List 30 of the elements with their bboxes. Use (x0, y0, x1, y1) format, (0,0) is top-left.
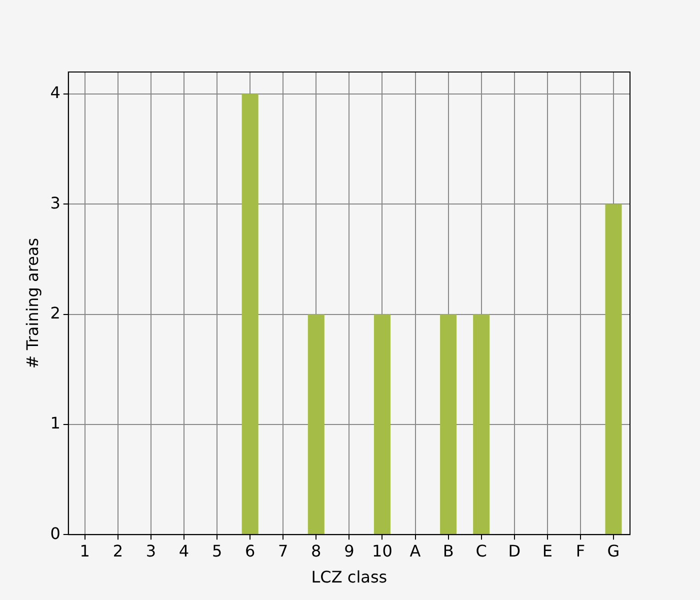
x-tick-label: 4 (178, 541, 190, 560)
bar (473, 314, 490, 534)
y-tick-label: 0 (50, 524, 60, 543)
x-tick-label: B (442, 541, 454, 560)
x-tick-label: 1 (80, 541, 90, 560)
x-tick-label: 6 (244, 541, 256, 560)
bar (308, 314, 324, 534)
x-tick-label: E (542, 541, 552, 560)
x-tick-label: F (576, 541, 586, 560)
x-tick-label: 3 (146, 541, 156, 560)
x-tick-label: G (607, 541, 620, 560)
bar (605, 204, 622, 534)
bar (440, 314, 457, 534)
x-axis-title: LCZ class (311, 568, 388, 587)
bar (242, 94, 258, 534)
y-tick-label: 1 (50, 414, 60, 433)
x-tick-label: 10 (372, 541, 392, 560)
x-tick-label: 7 (278, 541, 288, 560)
y-tick-label: 4 (50, 83, 60, 102)
x-tick-label: A (410, 541, 421, 560)
y-axis-title: # Training areas (22, 238, 42, 369)
x-tick-label: D (508, 541, 521, 560)
x-tick-label: C (476, 541, 487, 560)
x-tick-label: 8 (311, 541, 322, 560)
x-tick-label: 9 (344, 541, 354, 560)
x-tick-label: 2 (112, 541, 124, 560)
y-tick-label: 2 (50, 303, 60, 322)
y-tick-label: 3 (50, 193, 60, 212)
bar (374, 314, 390, 534)
x-tick-label: 5 (212, 541, 222, 560)
